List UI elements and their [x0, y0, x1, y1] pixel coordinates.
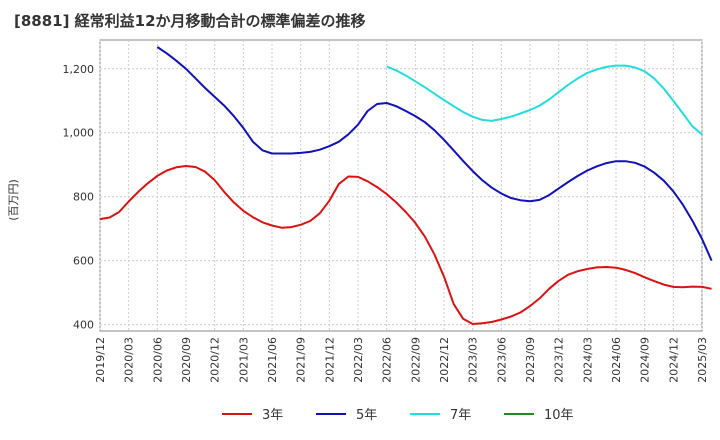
- series-line: [156, 46, 713, 262]
- y-tick-label: 400: [73, 319, 94, 332]
- x-tick-label: 2020/06: [151, 337, 164, 383]
- x-tick-label: 2025/03: [696, 337, 709, 383]
- y-tick-label: 800: [73, 191, 94, 204]
- series-line: [386, 64, 703, 136]
- y-axis-label: (百万円): [7, 179, 20, 221]
- series-line: [99, 165, 712, 325]
- x-tick-label: 2020/12: [209, 337, 222, 383]
- legend-label: 5年: [356, 408, 377, 423]
- x-tick-label: 2023/12: [553, 337, 566, 383]
- x-tick-label: 2020/03: [123, 337, 136, 383]
- x-tick-label: 2021/09: [295, 337, 308, 383]
- x-tick-label: 2023/06: [495, 337, 508, 383]
- y-tick-label: 1,000: [63, 127, 95, 140]
- x-tick-label: 2021/03: [237, 337, 250, 383]
- x-tick-label: 2024/06: [610, 337, 623, 383]
- y-tick-label: 1,200: [63, 63, 95, 76]
- legend-label: 3年: [262, 408, 283, 423]
- x-tick-label: 2024/09: [639, 337, 652, 383]
- x-tick-label: 2019/12: [94, 337, 107, 383]
- x-tick-label: 2022/09: [409, 337, 422, 383]
- y-tick-label: 600: [73, 255, 94, 268]
- x-tick-label: 2023/03: [467, 337, 480, 383]
- plot-area: [99, 39, 703, 332]
- x-tick-label: 2024/03: [581, 337, 594, 383]
- legend-label: 7年: [450, 408, 471, 423]
- x-tick-label: 2021/12: [323, 337, 336, 383]
- x-tick-label: 2022/06: [381, 337, 394, 383]
- x-tick-label: 2023/09: [524, 337, 537, 383]
- x-tick-label: 2022/12: [438, 337, 451, 383]
- x-tick-label: 2022/03: [352, 337, 365, 383]
- x-tick-label: 2020/09: [180, 337, 193, 383]
- x-tick-label: 2024/12: [667, 337, 680, 383]
- legend-label: 10年: [544, 408, 574, 423]
- chart-title: [8881] 経常利益12か月移動合計の標準偏差の推移: [14, 12, 366, 30]
- x-tick-label: 2021/06: [266, 337, 279, 383]
